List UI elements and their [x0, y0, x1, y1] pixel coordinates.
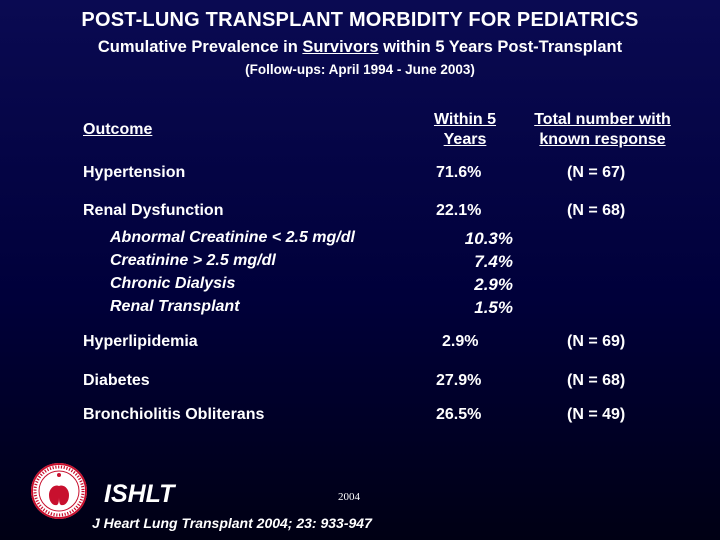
row-bronchiolitis-percent: 26.5% [436, 406, 482, 423]
row-hypertension-n: (N = 67) [567, 164, 626, 181]
row-renal-percent: 22.1% [436, 202, 482, 219]
row-diabetes-percent: 27.9% [436, 372, 482, 389]
row-diabetes-n: (N = 68) [567, 372, 626, 389]
row-hyperlipidemia-percent: 2.9% [442, 333, 479, 350]
row-hyperlipidemia-n: (N = 69) [567, 333, 626, 350]
renal-sub-percent: 7.4% [474, 252, 513, 271]
subtitle-underlined-text: Survivors [302, 38, 379, 56]
slide-subtitle: Cumulative Prevalence in Survivors withi… [0, 38, 720, 57]
row-hypertension-percent: 71.6% [436, 164, 482, 181]
row-bronchiolitis-label: Bronchiolitis Obliterans [83, 406, 265, 423]
row-hypertension-label: Hypertension [83, 164, 186, 181]
row-renal-n: (N = 68) [567, 202, 626, 219]
ishlt-brand: ISHLT [104, 480, 175, 508]
column-header-within-5-years: Within 5 Years [420, 110, 510, 150]
column-header-total-line1: Total number with [534, 111, 671, 128]
column-header-total-known-response: Total number with known response [520, 110, 685, 150]
row-bronchiolitis-n: (N = 49) [567, 406, 626, 423]
column-header-within-line2: Years [443, 131, 487, 148]
column-header-total-line2: known response [539, 131, 666, 148]
footer-citation: J Heart Lung Transplant 2004; 23: 933-94… [92, 515, 372, 531]
subtitle-text-before: Cumulative Prevalence in [97, 38, 303, 56]
renal-sub-percent: 10.3% [464, 229, 513, 248]
footer-year: 2004 [338, 491, 360, 503]
renal-sub-percent: 2.9% [474, 275, 513, 294]
ishlt-seal-icon [30, 462, 88, 520]
row-hyperlipidemia-label: Hyperlipidemia [83, 333, 198, 350]
row-diabetes-label: Diabetes [83, 372, 150, 389]
subtitle-text-after: within 5 Years Post-Transplant [378, 38, 623, 56]
slide-title: POST-LUNG TRANSPLANT MORBIDITY FOR PEDIA… [81, 9, 639, 31]
renal-sub-label: Renal Transplant [110, 298, 240, 315]
column-header-outcome: Outcome [83, 121, 153, 138]
renal-sub-label: Creatinine > 2.5 mg/dl [110, 252, 276, 269]
renal-sub-percent: 1.5% [474, 298, 513, 317]
followups-note: (Follow-ups: April 1994 - June 2003) [245, 62, 475, 77]
column-header-within-line1: Within 5 [433, 111, 497, 128]
row-renal-label: Renal Dysfunction [83, 202, 224, 219]
renal-sub-label: Chronic Dialysis [110, 275, 236, 292]
renal-sub-label: Abnormal Creatinine < 2.5 mg/dl [110, 229, 355, 246]
